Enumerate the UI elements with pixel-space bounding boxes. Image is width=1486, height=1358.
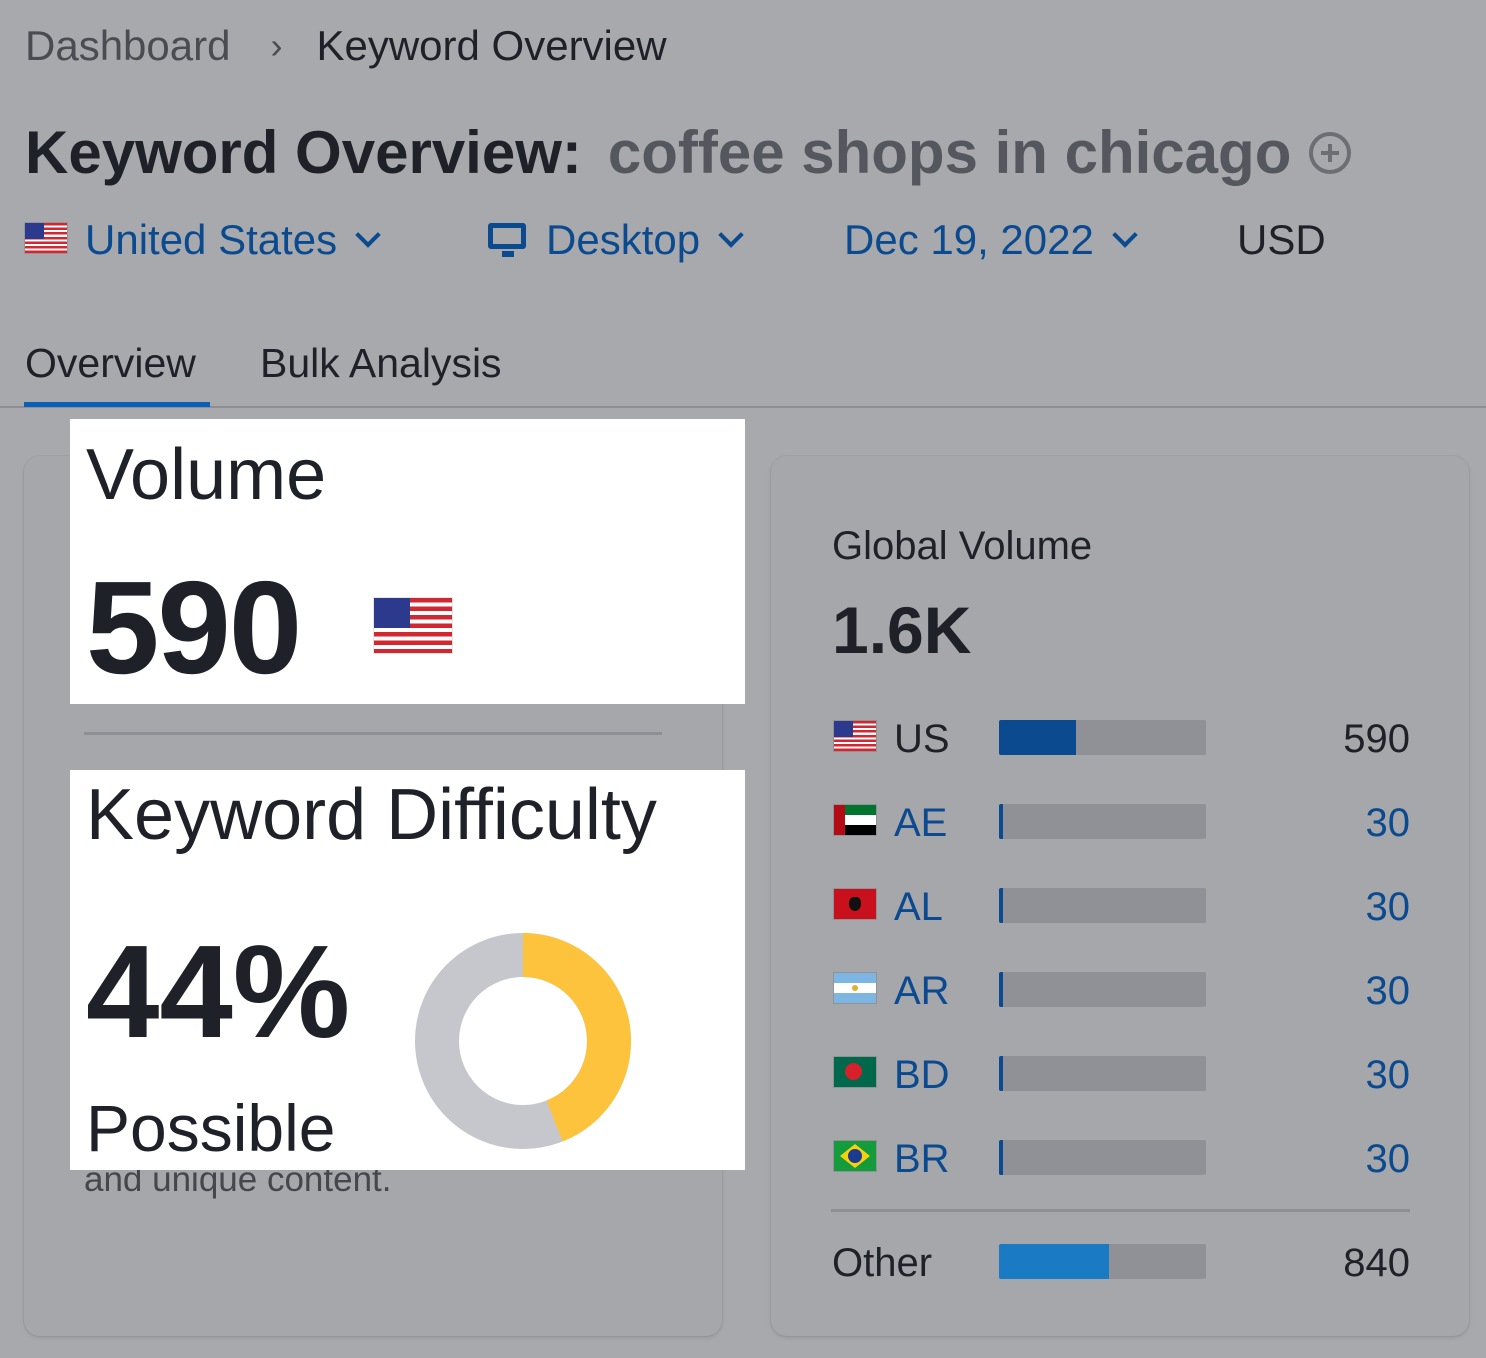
global-volume-value: 1.6K: [832, 593, 972, 667]
volume-bar: [999, 1056, 1206, 1091]
volume-bar-fill: [999, 804, 1004, 839]
breadcrumb-current: Keyword Overview: [316, 22, 667, 69]
ae-flag-icon: [834, 805, 876, 835]
keyword-difficulty-level: Possible: [86, 1091, 336, 1165]
volume-bar-fill: [999, 1056, 1004, 1091]
other-volume: 840: [1343, 1241, 1410, 1285]
volume-bar-fill: [999, 888, 1004, 923]
volume-bar: [999, 804, 1206, 839]
global-volume-divider: [831, 1209, 1410, 1212]
country-volume-link[interactable]: 30: [1365, 885, 1411, 929]
country-volume-link[interactable]: 30: [1365, 1137, 1411, 1181]
global-volume-label: Global Volume: [832, 524, 1093, 568]
add-keyword-icon[interactable]: [1309, 131, 1352, 174]
other-label: Other: [832, 1241, 933, 1285]
us-flag-icon: [834, 721, 876, 751]
page-title-prefix: Keyword Overview:: [25, 119, 582, 186]
country-code-link[interactable]: BR: [894, 1137, 950, 1181]
al-flag-icon: [834, 889, 876, 919]
country-row-other: Other 840: [832, 1241, 1410, 1301]
country-code-link[interactable]: AE: [894, 801, 948, 845]
country-row-ae[interactable]: AE 30: [832, 801, 1410, 861]
volume-bar: [999, 1140, 1206, 1175]
us-flag-icon: [25, 223, 67, 253]
page-title: Keyword Overview: coffee shops in chicag…: [25, 118, 1352, 187]
br-flag-icon: [834, 1141, 876, 1171]
country-volume-link[interactable]: 30: [1365, 801, 1411, 845]
device-selector[interactable]: Desktop: [488, 216, 744, 264]
country-row-br[interactable]: BR 30: [832, 1137, 1410, 1197]
country-selector-label: United States: [85, 216, 338, 263]
device-selector-label: Desktop: [546, 216, 701, 263]
keyword-difficulty-label: Keyword Difficulty: [86, 775, 657, 855]
tabs-divider: [0, 406, 1486, 408]
breadcrumb: Dashboard › Keyword Overview: [25, 22, 667, 70]
volume-highlight: [70, 419, 745, 704]
date-selector-label: Dec 19, 2022: [844, 216, 1094, 263]
chevron-down-icon: [718, 222, 744, 248]
breadcrumb-dashboard-link[interactable]: Dashboard: [25, 22, 231, 69]
currency-label: USD: [1237, 216, 1326, 263]
keyword-difficulty-donut: [415, 933, 631, 1149]
breadcrumb-chevron-icon: ›: [270, 25, 283, 66]
date-selector[interactable]: Dec 19, 2022: [844, 216, 1138, 264]
volume-bar-fill: [999, 720, 1076, 755]
volume-bar-fill: [999, 972, 1004, 1007]
country-code-link[interactable]: BD: [894, 1053, 950, 1097]
volume-bar: [999, 972, 1206, 1007]
country-volume: 590: [1343, 717, 1410, 761]
country-volume-link[interactable]: 30: [1365, 969, 1411, 1013]
volume-bar: [999, 1244, 1206, 1279]
tab-overview[interactable]: Overview: [25, 340, 196, 386]
tab-active-indicator: [24, 402, 210, 407]
us-flag-icon: [374, 598, 452, 653]
country-selector[interactable]: United States: [25, 216, 381, 264]
chevron-down-icon: [355, 222, 381, 248]
country-row-ar[interactable]: AR 30: [832, 969, 1410, 1029]
tab-bulk-analysis[interactable]: Bulk Analysis: [260, 340, 502, 386]
keyword-difficulty-highlight: [70, 770, 745, 1170]
card-divider: [84, 732, 662, 735]
country-code-link[interactable]: AL: [894, 885, 943, 929]
country-row-us: US 590: [832, 717, 1410, 777]
keyword-difficulty-value: 44%: [86, 918, 351, 1065]
country-code-link[interactable]: AR: [894, 969, 950, 1013]
country-volume-link[interactable]: 30: [1365, 1053, 1411, 1097]
volume-bar: [999, 720, 1206, 755]
country-row-bd[interactable]: BD 30: [832, 1053, 1410, 1113]
country-row-al[interactable]: AL 30: [832, 885, 1410, 945]
desktop-monitor-icon: [488, 223, 526, 257]
country-code: US: [894, 717, 950, 761]
volume-label: Volume: [86, 435, 327, 515]
page-title-keyword: coffee shops in chicago: [607, 119, 1292, 186]
chevron-down-icon: [1112, 222, 1138, 248]
volume-bar-fill-other: [999, 1244, 1109, 1279]
ar-flag-icon: [834, 973, 876, 1003]
donut-fill: [415, 933, 631, 1149]
volume-bar-fill: [999, 1140, 1004, 1175]
volume-bar: [999, 888, 1206, 923]
volume-value: 590: [86, 554, 302, 701]
bd-flag-icon: [834, 1057, 876, 1087]
